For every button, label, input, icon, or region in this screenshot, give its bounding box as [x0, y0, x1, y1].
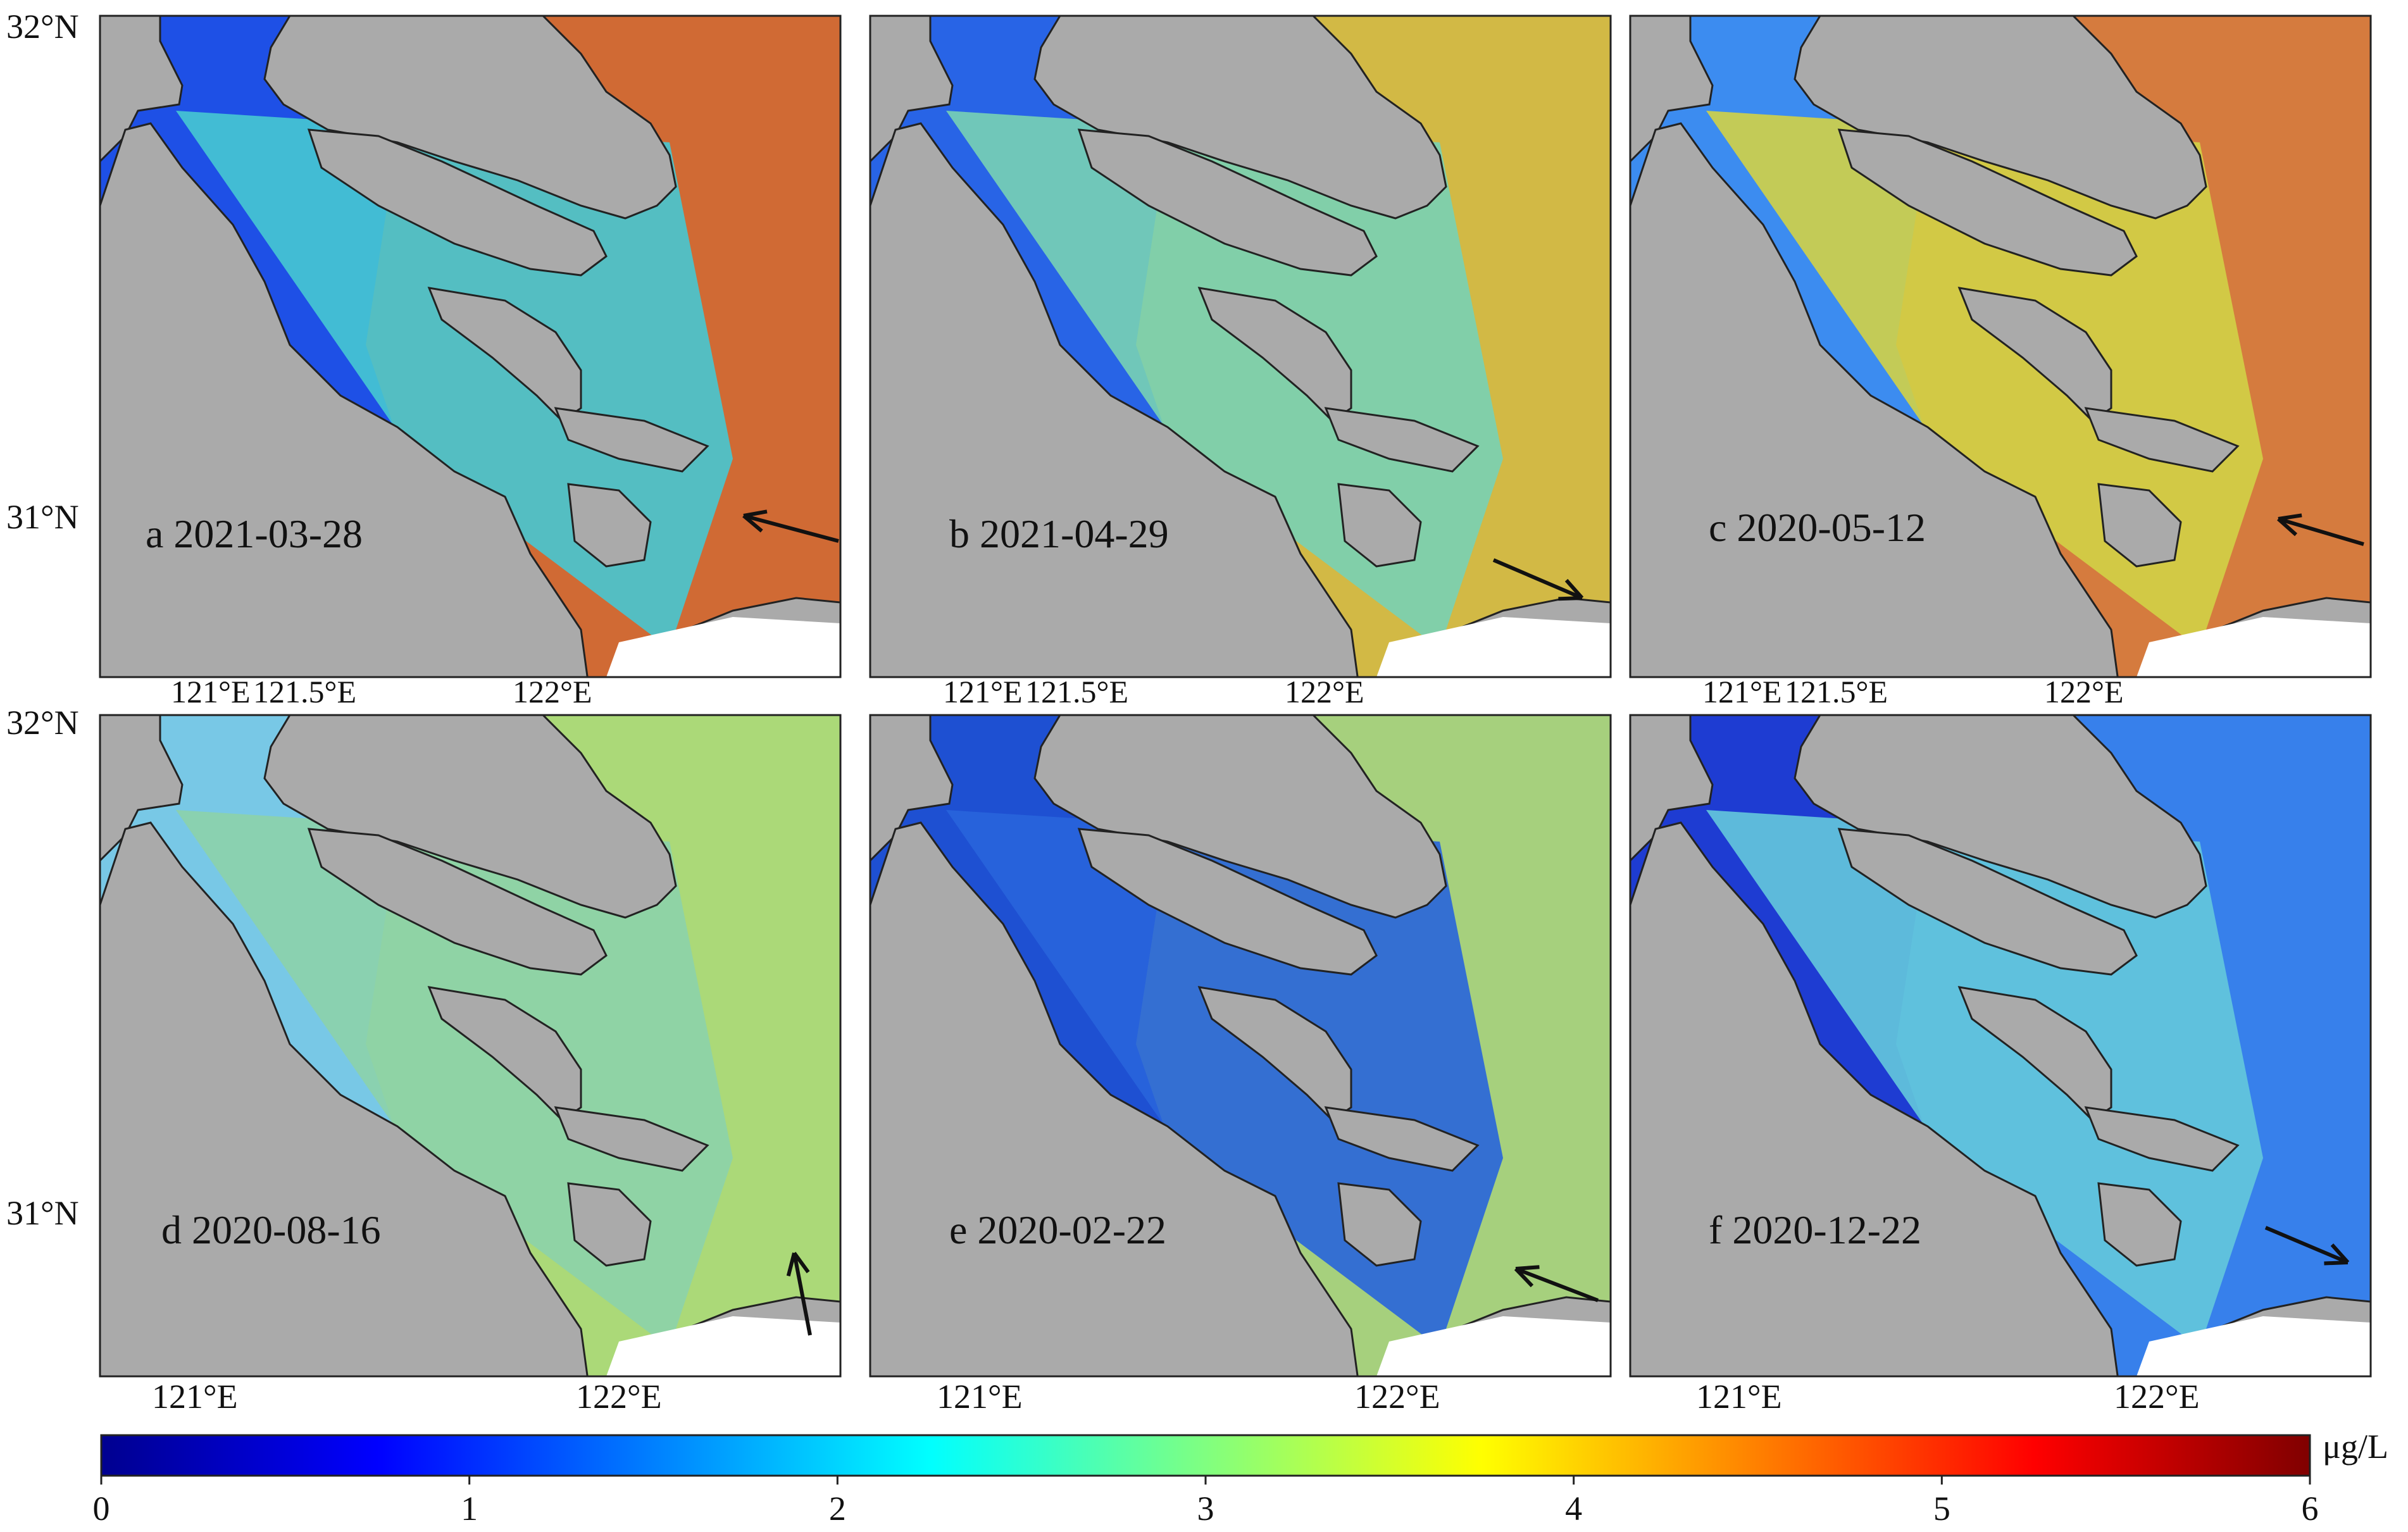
map-panel-c [1629, 15, 2372, 678]
flow-direction-arrow-d [786, 1252, 812, 1336]
longitude-label: 122°E [513, 674, 592, 709]
latitude-label: 32°N [6, 704, 79, 742]
panel-label-a: a 2021-03-28 [146, 511, 363, 556]
no-data-region [1376, 1316, 1611, 1376]
colorbar-tick-label: 3 [1197, 1490, 1214, 1528]
panel-frame [869, 15, 1612, 678]
longitude-label: 122°E [2044, 674, 2124, 709]
latitude-label: 31°N [6, 1194, 79, 1232]
map-panel-f [1629, 714, 2372, 1378]
flow-direction-arrow-e [1514, 1265, 1599, 1302]
longitude-label: 121.5°E [1025, 674, 1128, 709]
flow-direction-arrow-f [2264, 1226, 2350, 1266]
flow-direction-arrow-b [1492, 558, 1584, 601]
flow-direction-arrow-c [2277, 513, 2364, 546]
longitude-label: 122°E [1354, 1378, 1440, 1416]
colorbar-tick-label: 2 [829, 1490, 846, 1528]
panel-label-d: d 2020-08-16 [161, 1207, 381, 1252]
longitude-label: 121°E [937, 1378, 1023, 1416]
longitude-label: 121.5°E [1785, 674, 1888, 709]
colorbar-tick-label: 4 [1565, 1490, 1582, 1528]
panel-frame [869, 714, 1612, 1378]
longitude-label: 122°E [1285, 674, 1364, 709]
no-data-region [2137, 1316, 2371, 1376]
colorbar-tick-label: 1 [461, 1490, 478, 1528]
colorbar-tick-label: 5 [1933, 1490, 1950, 1528]
longitude-label: 122°E [576, 1378, 662, 1416]
map-panel-b [869, 15, 1612, 678]
map-panel-a [99, 15, 842, 678]
flow-direction-arrow-a [742, 509, 839, 543]
panel-frame [1629, 15, 2372, 678]
panel-label-e: e 2020-02-22 [949, 1207, 1166, 1252]
longitude-label: 121°E [171, 674, 251, 709]
panel-frame [99, 714, 842, 1378]
panel-label-f: f 2020-12-22 [1709, 1207, 1921, 1252]
no-data-region [2137, 617, 2371, 677]
panel-frame [99, 15, 842, 678]
panel-label-b: b 2021-04-29 [949, 511, 1169, 556]
longitude-label: 121°E [1702, 674, 1782, 709]
longitude-label: 121.5°E [253, 674, 356, 709]
colorbar: 0 1 2 3 4 5 6μg/L [93, 1428, 2388, 1528]
longitude-label: 121°E [1696, 1378, 1782, 1416]
map-panel-d [99, 714, 842, 1378]
no-data-region [606, 1316, 840, 1376]
colorbar-tick-label: 6 [2302, 1490, 2319, 1528]
colorbar-bar [100, 1434, 2311, 1477]
panel-frame [1629, 714, 2372, 1378]
no-data-region [1376, 617, 1611, 677]
no-data-region [606, 617, 840, 677]
longitude-label: 121°E [152, 1378, 238, 1416]
latitude-label: 32°N [6, 8, 79, 46]
longitude-label: 121°E [943, 674, 1023, 709]
longitude-label: 122°E [2114, 1378, 2200, 1416]
colorbar-unit: μg/L [2323, 1428, 2388, 1466]
colorbar-tick-label: 0 [93, 1490, 110, 1528]
map-panel-e [869, 714, 1612, 1378]
latitude-label: 31°N [6, 498, 79, 536]
panel-label-c: c 2020-05-12 [1709, 505, 1926, 550]
